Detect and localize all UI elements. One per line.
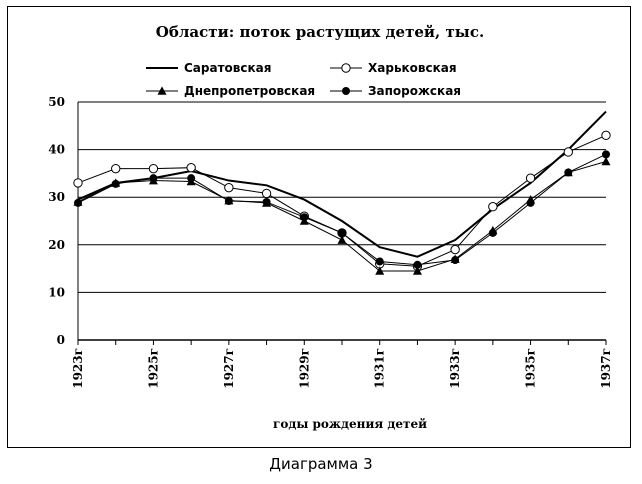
y-tick-label: 50 (48, 95, 65, 109)
x-tick-label-group: 1935г (524, 348, 538, 389)
legend-label: Саратовская (184, 61, 271, 75)
x-tick-label-group: 1923г (71, 348, 85, 389)
data-point (300, 213, 309, 222)
y-tick-label: 10 (48, 285, 65, 299)
y-tick-label: 0 (57, 333, 65, 347)
series-4 (74, 150, 610, 269)
legend-label: Харьковская (368, 61, 457, 75)
legend-swatch-marker (157, 86, 167, 95)
data-point (601, 130, 611, 141)
data-point (451, 256, 460, 265)
data-point (73, 178, 83, 188)
data-point (564, 168, 573, 177)
data-point (111, 163, 121, 174)
x-axis-label: годы рождения детей (273, 417, 427, 431)
data-point (375, 266, 385, 275)
chart-frame: Области: поток растущих детей, тыс. 0 10 20… (7, 6, 631, 448)
x-tick-label: 1933г (448, 348, 462, 389)
data-point (488, 228, 497, 237)
chart-title: Области: поток растущих детей, тыс. (156, 23, 484, 41)
data-point (261, 188, 272, 199)
legend-item: Днепропетровская (146, 84, 315, 98)
data-point (337, 235, 347, 244)
legend-label: Днепропетровская (184, 84, 315, 98)
data-point (186, 162, 196, 173)
data-point (148, 163, 159, 174)
data-point (525, 173, 536, 183)
legend-swatch-marker (342, 87, 350, 95)
legend-item: Харьковская (330, 61, 457, 75)
legend-item: Запорожская (330, 84, 461, 98)
x-tick-label-group: 1929г (297, 348, 311, 389)
data-point (488, 202, 498, 212)
data-point (262, 197, 271, 206)
line-chart: Области: поток растущих детей, тыс. 0 10 20… (48, 23, 613, 431)
x-tick-label-group: 1937г (599, 348, 613, 389)
legend-item: Саратовская (146, 61, 271, 75)
series-1 (77, 110, 607, 258)
legend-label: Запорожская (368, 84, 461, 98)
x-tick-label-group: 1925г (146, 348, 160, 389)
data-point (563, 147, 573, 157)
x-tick-label-group: 1931г (373, 348, 387, 389)
data-point (412, 266, 422, 275)
data-point (74, 198, 82, 207)
x-tick-label: 1925г (146, 348, 160, 389)
x-tick-label: 1935г (524, 348, 538, 389)
x-tick-label: 1931г (373, 348, 387, 389)
data-point (187, 174, 196, 183)
x-tick-label: 1923г (71, 348, 85, 389)
legend-swatch-marker (341, 63, 351, 73)
x-tick-label-group: 1927г (222, 348, 236, 389)
x-tick-label: 1937г (599, 348, 613, 389)
series-line (77, 110, 607, 258)
data-point (149, 174, 158, 183)
data-point (224, 182, 234, 193)
x-tick-label-group: 1933г (448, 348, 462, 389)
data-point (413, 260, 422, 269)
data-point (338, 228, 346, 237)
data-point (602, 150, 610, 159)
series-line (77, 134, 607, 267)
data-point (601, 156, 611, 166)
data-point (526, 198, 535, 207)
data-point (224, 197, 233, 206)
data-point (375, 257, 384, 266)
data-point (450, 244, 460, 255)
x-tick-label: 1927г (222, 348, 236, 389)
x-tick-label: 1929г (297, 348, 311, 389)
y-tick-label: 20 (48, 238, 65, 252)
diagram-caption: Диаграмма 3 (269, 455, 373, 473)
y-tick-label: 30 (48, 190, 65, 204)
y-tick-label: 40 (48, 143, 65, 157)
data-point (111, 179, 120, 188)
